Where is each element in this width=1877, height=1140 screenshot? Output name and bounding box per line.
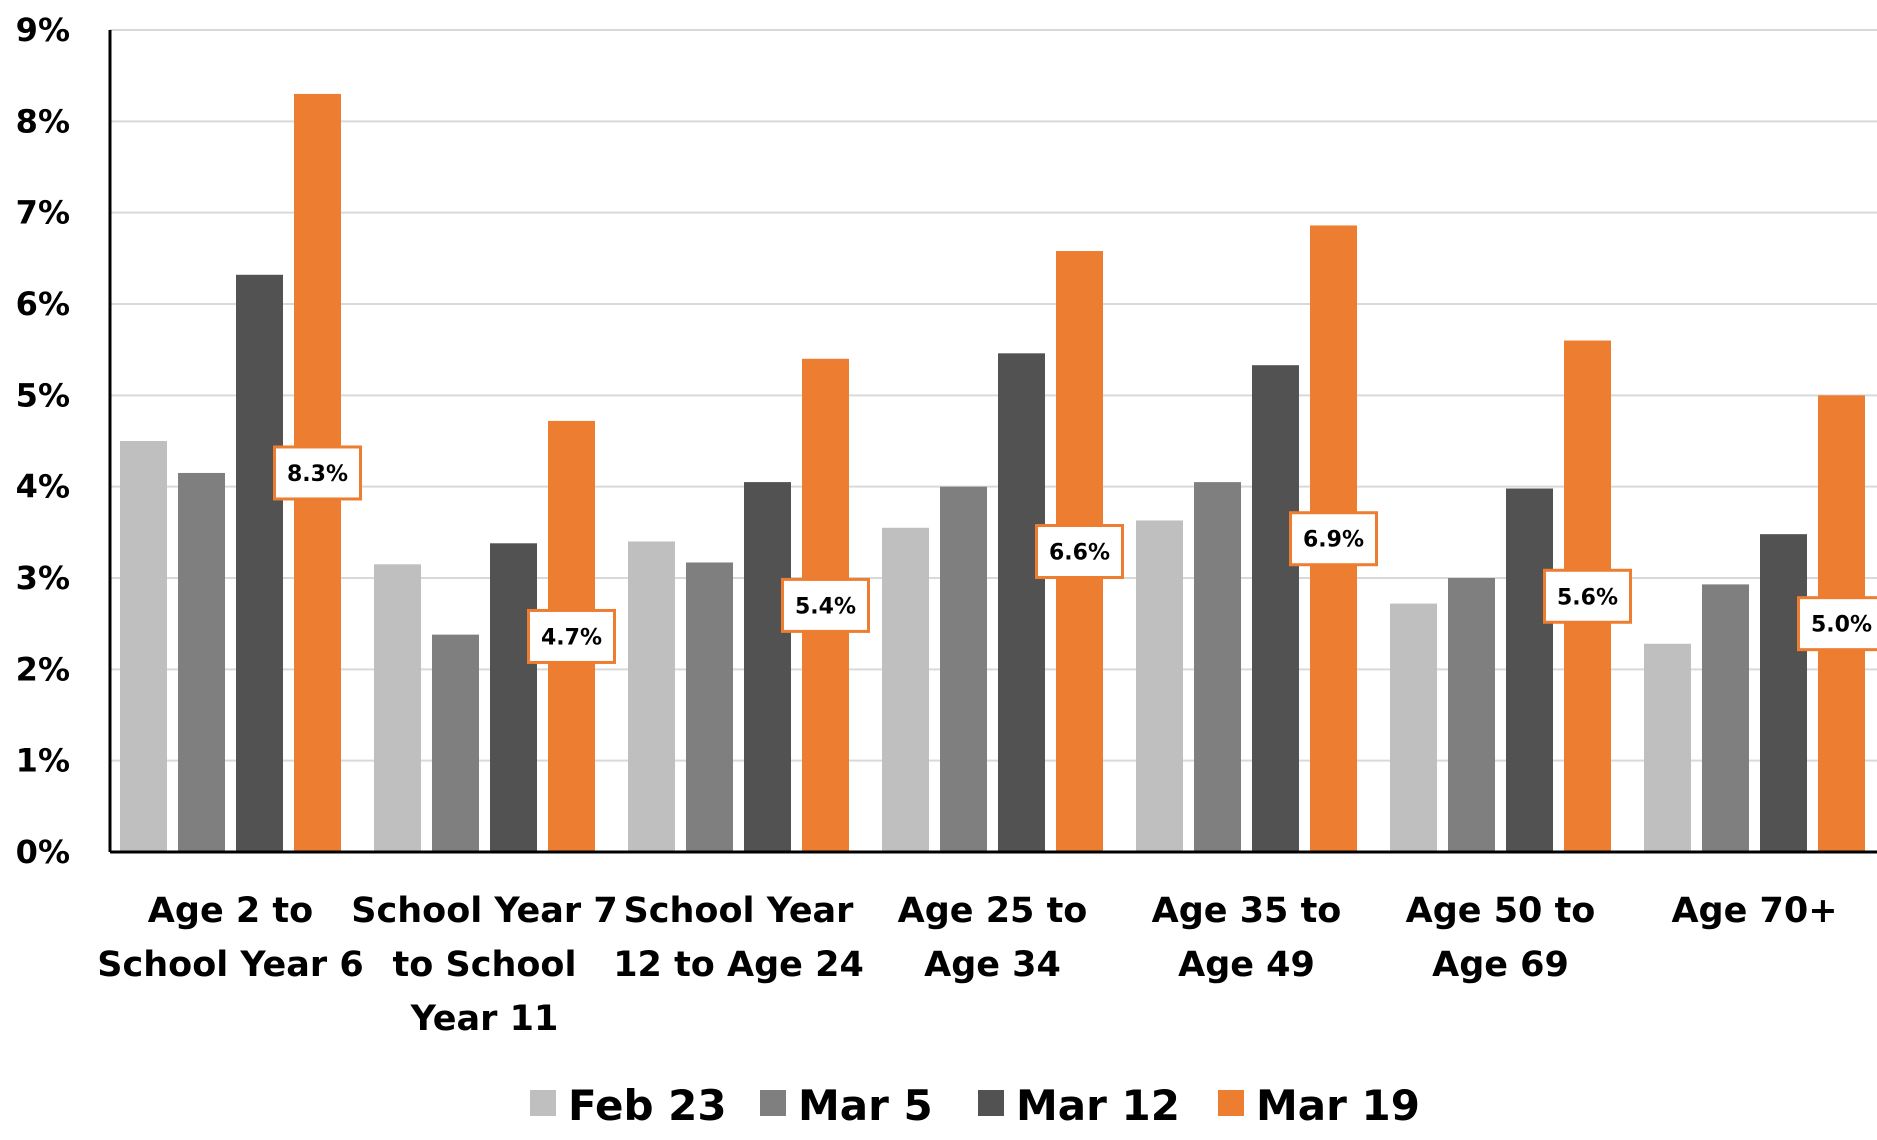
bar [1702, 584, 1749, 852]
data-label: 4.7% [527, 608, 616, 664]
bar [882, 527, 929, 852]
axes [108, 30, 1877, 854]
bar [1194, 482, 1241, 852]
legend-label: Mar 19 [1256, 1081, 1420, 1130]
bar [1136, 520, 1183, 852]
data-label: 8.3% [273, 445, 362, 501]
data-label-text: 5.4% [795, 594, 856, 619]
legend-item: Mar 12 [978, 1081, 1180, 1130]
data-label: 5.0% [1797, 596, 1877, 652]
bar [1252, 365, 1299, 852]
data-labels: 8.3% 4.7% 5.4% 6.6% 6.9% 5.6% 5.0% [273, 445, 1877, 664]
bar [236, 274, 283, 853]
legend-swatch [530, 1090, 556, 1116]
bar [1644, 643, 1691, 852]
y-tick-label: 8% [16, 102, 70, 140]
data-label-box [781, 577, 870, 633]
legend: Feb 23 Mar 5 Mar 12 Mar 19 [530, 1081, 1420, 1130]
legend-swatch [978, 1090, 1004, 1116]
bar [1390, 603, 1437, 852]
x-tick-label: Age 70+ [1671, 891, 1837, 931]
bar [1760, 534, 1807, 852]
bar [1506, 488, 1553, 852]
data-label-text: 5.0% [1811, 613, 1872, 638]
data-label: 6.9% [1289, 511, 1378, 567]
bar [628, 541, 675, 852]
bar [744, 482, 791, 852]
bar [432, 634, 479, 852]
data-label-box [273, 445, 362, 501]
x-tick-label: Age 25 to Age 34 [898, 891, 1088, 985]
y-tick-label: 0% [16, 833, 70, 871]
data-label-box [1035, 524, 1124, 580]
y-tick-label: 5% [16, 376, 70, 414]
legend-label: Mar 12 [1016, 1081, 1180, 1130]
y-tick-label: 4% [16, 468, 70, 506]
bar [178, 472, 225, 852]
data-label-box [527, 608, 616, 664]
x-tick-label: School Year 7 to School Year 11 [351, 891, 617, 1039]
y-tick-label: 2% [16, 650, 70, 688]
bar [940, 486, 987, 852]
x-tick-label: School Year 12 to Age 24 [613, 891, 864, 985]
data-label-text: 4.7% [541, 625, 602, 650]
legend-item: Mar 5 [760, 1081, 933, 1130]
x-tick-label: Age 35 to Age 49 [1152, 891, 1342, 985]
bar [490, 543, 537, 852]
y-tick-label: 6% [16, 285, 70, 323]
bars [120, 93, 1865, 853]
data-label-box [1289, 511, 1378, 567]
data-label: 6.6% [1035, 524, 1124, 580]
legend-item: Mar 19 [1218, 1081, 1420, 1130]
bar [1448, 578, 1495, 852]
x-tick-label: Age 50 to Age 69 [1406, 891, 1596, 985]
legend-swatch [760, 1090, 786, 1116]
data-label-text: 6.6% [1049, 541, 1110, 566]
x-tick-label: Age 2 to School Year 6 [97, 891, 363, 985]
y-tick-label: 9% [16, 11, 70, 49]
legend-label: Mar 5 [798, 1081, 933, 1130]
data-label-text: 6.9% [1303, 528, 1364, 553]
data-label-box [1543, 568, 1632, 624]
y-tick-label: 7% [16, 194, 70, 232]
data-label-text: 8.3% [287, 462, 348, 487]
legend-label: Feb 23 [568, 1081, 727, 1130]
data-label-text: 5.6% [1557, 585, 1618, 610]
bar [120, 441, 167, 852]
y-axis-ticks: 0% 1% 2% 3% 4% 5% 6% 7% 8% 9% [16, 11, 70, 871]
bar [374, 564, 421, 852]
legend-item: Feb 23 [530, 1081, 727, 1130]
y-tick-label: 3% [16, 559, 70, 597]
legend-swatch [1218, 1090, 1244, 1116]
data-label-box [1797, 596, 1877, 652]
y-tick-label: 1% [16, 742, 70, 780]
bar [998, 353, 1045, 852]
bar [686, 562, 733, 852]
data-label: 5.4% [781, 577, 870, 633]
data-label: 5.6% [1543, 568, 1632, 624]
